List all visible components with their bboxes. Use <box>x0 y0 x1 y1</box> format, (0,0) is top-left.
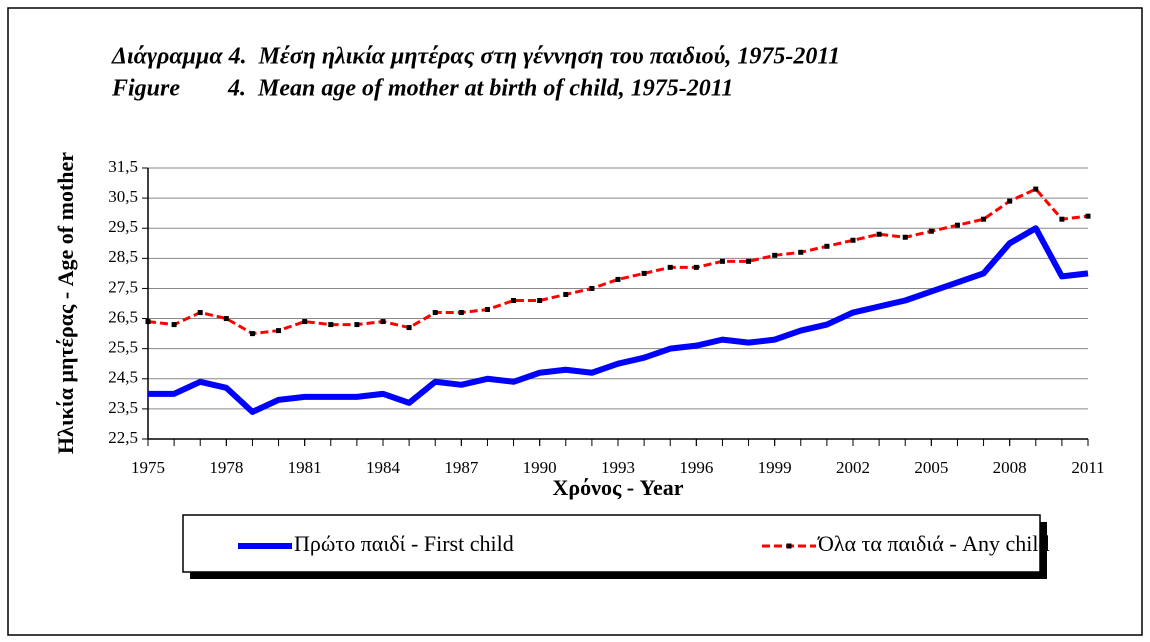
x-tick-label: 1975 <box>131 458 165 477</box>
x-tick-label: 1981 <box>288 458 322 477</box>
x-tick-label: 2011 <box>1071 458 1104 477</box>
marker <box>432 310 438 316</box>
marker <box>1033 186 1039 192</box>
legend-label: Πρώτο παιδί - First child <box>294 531 514 556</box>
marker <box>223 316 229 322</box>
marker <box>563 291 569 297</box>
y-tick-label: 30,5 <box>108 187 138 206</box>
marker <box>902 234 908 240</box>
marker <box>954 222 960 228</box>
marker <box>1007 198 1013 204</box>
y-tick-label: 31,5 <box>108 157 138 176</box>
marker <box>1085 213 1091 219</box>
legend-box <box>182 514 1041 573</box>
x-tick-label: 1987 <box>444 458 479 477</box>
marker <box>719 258 725 264</box>
y-tick-label: 23,5 <box>108 398 138 417</box>
y-tick-label: 28,5 <box>108 247 138 266</box>
series-line <box>148 225 1089 415</box>
x-tick-label: 2005 <box>914 458 948 477</box>
legend-label: Όλα τα παιδιά - Any child <box>817 531 1050 556</box>
y-tick-label: 22,5 <box>108 428 138 447</box>
x-tick-label: 1996 <box>679 458 713 477</box>
marker <box>380 319 386 325</box>
x-tick-label: 1993 <box>601 458 635 477</box>
marker <box>876 231 882 237</box>
x-tick-label: 1984 <box>366 458 401 477</box>
marker <box>824 243 830 249</box>
marker <box>354 322 360 328</box>
x-tick-label: 1978 <box>209 458 243 477</box>
marker <box>928 228 934 234</box>
marker <box>484 307 490 313</box>
chart-subtitle: Figure 4. Mean age of mother at birth of… <box>111 76 733 102</box>
x-axis-title: Χρόνος - Year <box>552 475 683 500</box>
x-tick-label: 2002 <box>836 458 870 477</box>
marker <box>589 285 595 291</box>
marker <box>406 325 412 331</box>
legend-marker <box>786 543 792 549</box>
y-tick-label: 25,5 <box>108 338 138 357</box>
marker <box>746 258 752 264</box>
marker <box>145 319 151 325</box>
marker <box>302 319 308 325</box>
x-tick-label: 1990 <box>523 458 557 477</box>
y-axis-title: Ηλικία μητέρας - Age of mother <box>53 152 78 454</box>
marker <box>511 297 517 303</box>
marker <box>693 264 699 270</box>
x-tick-label: 1999 <box>758 458 792 477</box>
marker <box>328 322 334 328</box>
x-tick-label: 2008 <box>993 458 1027 477</box>
y-tick-label: 29,5 <box>108 217 138 236</box>
marker <box>171 322 177 328</box>
y-tick-label: 26,5 <box>108 307 138 326</box>
y-tick-label: 27,5 <box>108 277 138 296</box>
marker <box>850 237 856 243</box>
marker <box>641 270 647 276</box>
marker <box>537 297 543 303</box>
marker <box>772 252 778 258</box>
marker <box>197 310 203 316</box>
marker <box>981 216 987 222</box>
marker <box>1059 216 1065 222</box>
marker <box>276 328 282 334</box>
marker <box>667 264 673 270</box>
chart-title: Διάγραμμα 4. Μέση ηλικία μητέρας στη γέν… <box>111 44 840 70</box>
marker <box>249 331 255 337</box>
marker <box>458 310 464 316</box>
marker <box>615 276 621 282</box>
y-tick-label: 24,5 <box>108 368 138 387</box>
marker <box>798 249 804 255</box>
